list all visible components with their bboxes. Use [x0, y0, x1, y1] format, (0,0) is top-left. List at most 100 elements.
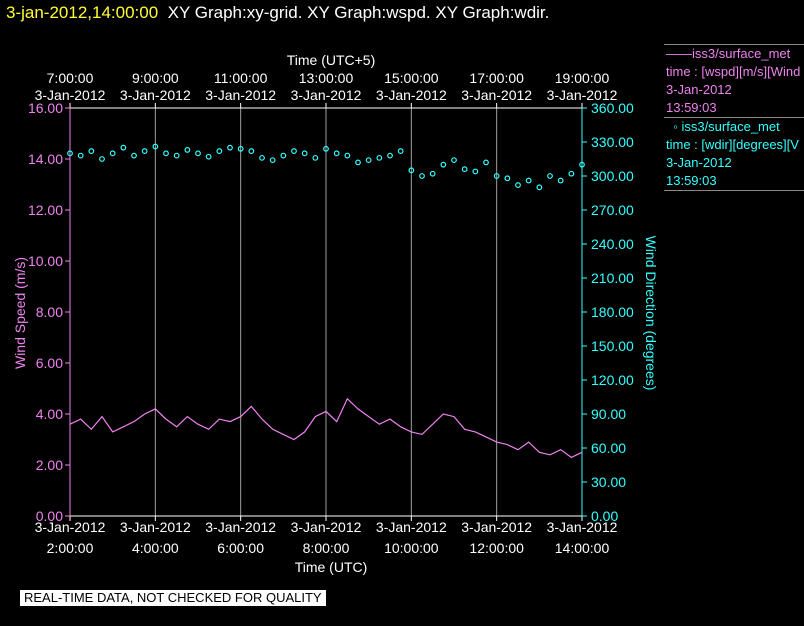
x-bottom-tick-date: 3-Jan-2012	[120, 519, 191, 535]
x-top-tick-date: 3-Jan-2012	[376, 87, 447, 103]
y-left-tick-label: 16.00	[28, 100, 63, 116]
x-bottom-tick-time: 2:00:00	[47, 540, 94, 556]
wind-direction-point	[152, 143, 159, 150]
wind-direction-point	[141, 148, 148, 154]
x-bottom-tick-time: 8:00:00	[303, 540, 350, 556]
x-top-tick-date: 3-Jan-2012	[120, 87, 191, 103]
wind-direction-point	[312, 154, 319, 161]
x-top-tick-time: 19:00:00	[555, 70, 610, 86]
wind-direction-point	[344, 152, 351, 159]
data-layer	[67, 143, 585, 459]
quality-disclaimer: REAL-TIME DATA, NOT CHECKED FOR QUALITY	[20, 590, 326, 606]
y-right-tick-label: 360.00	[591, 100, 634, 116]
x-bottom-tick-date: 3-Jan-2012	[376, 519, 447, 535]
wind-direction-point	[195, 150, 201, 157]
y-left-tick-label: 0.00	[36, 508, 63, 524]
y-right-tick-label: 0.00	[591, 508, 618, 524]
wind-direction-point	[248, 148, 255, 154]
wind-direction-point	[557, 177, 564, 184]
wind-direction-point	[536, 184, 543, 191]
x-bottom-tick-date: 3-Jan-2012	[547, 519, 618, 535]
legend-direction-source: ◦ iss3/surface_met	[666, 119, 780, 134]
x-top-tick-date: 3-Jan-2012	[291, 87, 362, 103]
wind-direction-point	[131, 152, 137, 159]
x-top-axis-label: Time (UTC+5)	[287, 52, 376, 68]
wind-direction-point	[419, 173, 425, 179]
legend-speed-date: 3-Jan-2012	[666, 82, 732, 97]
y-right-tick-label: 90.00	[591, 406, 626, 422]
wind-direction-point	[291, 148, 297, 154]
wind-direction-point	[579, 161, 585, 168]
x-top-tick-date: 3-Jan-2012	[461, 87, 532, 103]
x-top-tick-time: 13:00:00	[299, 70, 354, 86]
wind-direction-point	[493, 173, 500, 179]
x-bottom-tick-time: 4:00:00	[132, 540, 179, 556]
x-bottom-tick-time: 12:00:00	[469, 540, 524, 556]
y-left-axis-label: Wind Speed (m/s)	[12, 257, 28, 369]
y-left-tick-label: 14.00	[28, 151, 63, 167]
x-bottom-axis-label: Time (UTC)	[295, 559, 368, 575]
x-bottom-tick-date: 3-Jan-2012	[291, 519, 362, 535]
wind-direction-point	[227, 144, 233, 151]
wind-direction-point	[67, 150, 73, 157]
wind-direction-point	[184, 147, 191, 153]
wind-direction-point	[120, 144, 127, 151]
y-right-tick-label: 180.00	[591, 304, 634, 320]
header-graph-names: XY Graph:xy-grid. XY Graph:wspd. XY Grap…	[167, 3, 550, 22]
wind-direction-point	[355, 159, 361, 166]
legend-entry-wind-direction: ◦ iss3/surface_met time : [wdir][degrees…	[664, 117, 804, 190]
wind-direction-point	[88, 148, 95, 154]
y-right-tick-label: 300.00	[591, 168, 634, 184]
wind-direction-point	[301, 150, 308, 157]
y-right-tick-label: 60.00	[591, 440, 626, 456]
x-top-tick-time: 11:00:00	[214, 70, 268, 86]
wind-direction-point	[440, 161, 447, 168]
wind-direction-point	[429, 170, 436, 177]
x-bottom-tick-date: 3-Jan-2012	[205, 519, 276, 535]
legend-direction-field: time : [wdir][degrees][V	[666, 137, 799, 152]
y-left-tick-label: 10.00	[28, 253, 63, 269]
graph-header: 3-jan-2012,14:00:00 XY Graph:xy-grid. XY…	[6, 3, 549, 23]
legend-direction-time: 13:59:03	[666, 173, 717, 188]
wind-direction-point	[280, 152, 287, 159]
y-right-tick-label: 30.00	[591, 474, 626, 490]
x-bottom-tick-date: 3-Jan-2012	[461, 519, 532, 535]
header-timestamp: 3-jan-2012,14:00:00	[6, 3, 159, 22]
y-left-tick-label: 8.00	[36, 304, 63, 320]
wind-direction-point	[173, 152, 180, 159]
axis-layer: 3-Jan-20122:00:007:00:003-Jan-20123-Jan-…	[28, 70, 634, 556]
x-bottom-tick-date: 3-Jan-2012	[35, 519, 106, 535]
y-left-tick-label: 4.00	[36, 406, 63, 422]
y-right-tick-label: 270.00	[591, 202, 634, 218]
y-left-tick-label: 12.00	[28, 202, 63, 218]
wind-direction-point	[237, 145, 244, 152]
y-left-tick-label: 6.00	[36, 355, 63, 371]
x-top-tick-time: 17:00:00	[469, 70, 524, 86]
y-right-tick-label: 240.00	[591, 236, 634, 252]
wind-direction-point	[259, 154, 265, 161]
wind-direction-point	[333, 150, 340, 157]
x-top-tick-date: 3-Jan-2012	[547, 87, 618, 103]
wind-direction-point	[376, 154, 383, 161]
wind-direction-point	[163, 150, 169, 157]
wind-direction-point	[408, 167, 415, 174]
legend-speed-source: ——iss3/surface_met	[666, 46, 791, 61]
wind-direction-point	[77, 152, 84, 159]
wind-direction-point	[472, 168, 479, 175]
legend-entry-wind-speed: ——iss3/surface_met time : [wspd][m/s][Wi…	[664, 44, 804, 117]
y-right-tick-label: 210.00	[591, 270, 634, 286]
wind-direction-point	[451, 157, 457, 164]
wind-direction-point	[515, 182, 521, 188]
x-top-tick-time: 15:00:00	[384, 70, 439, 86]
legend-direction-date: 3-Jan-2012	[666, 155, 732, 170]
x-bottom-tick-time: 10:00:00	[384, 540, 439, 556]
y-right-tick-label: 150.00	[591, 338, 634, 354]
wind-direction-point	[109, 150, 116, 157]
wind-direction-point	[99, 156, 105, 162]
legend-speed-field: time : [wspd][m/s][Wind	[666, 64, 801, 79]
grid-layer	[154, 108, 498, 516]
y-right-axis-label: Wind Direction (degrees)	[643, 236, 659, 391]
wind-direction-point	[483, 159, 489, 166]
x-top-tick-time: 9:00:00	[132, 70, 179, 86]
